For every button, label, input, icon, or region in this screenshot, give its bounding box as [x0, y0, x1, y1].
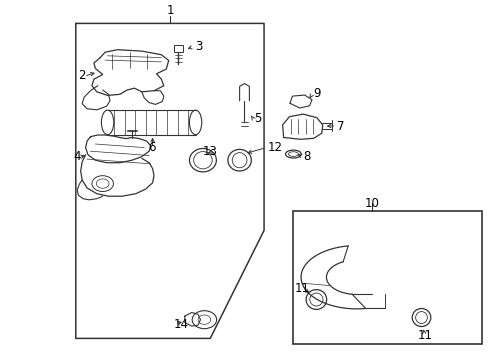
Text: 10: 10 — [364, 197, 378, 210]
Text: 5: 5 — [254, 112, 261, 125]
Text: 6: 6 — [147, 141, 155, 154]
Text: 12: 12 — [267, 141, 283, 154]
Text: 9: 9 — [312, 87, 320, 100]
Text: 1: 1 — [166, 4, 174, 17]
Bar — [173, 45, 183, 52]
Text: 4: 4 — [73, 150, 81, 163]
Text: 2: 2 — [78, 69, 86, 82]
Text: 8: 8 — [303, 150, 310, 163]
Bar — [293, 211, 481, 344]
Text: 13: 13 — [203, 145, 217, 158]
Text: 7: 7 — [337, 120, 344, 132]
Text: 11: 11 — [294, 282, 309, 294]
Text: 3: 3 — [195, 40, 203, 53]
Text: 11: 11 — [417, 329, 432, 342]
Text: 14: 14 — [173, 318, 188, 331]
